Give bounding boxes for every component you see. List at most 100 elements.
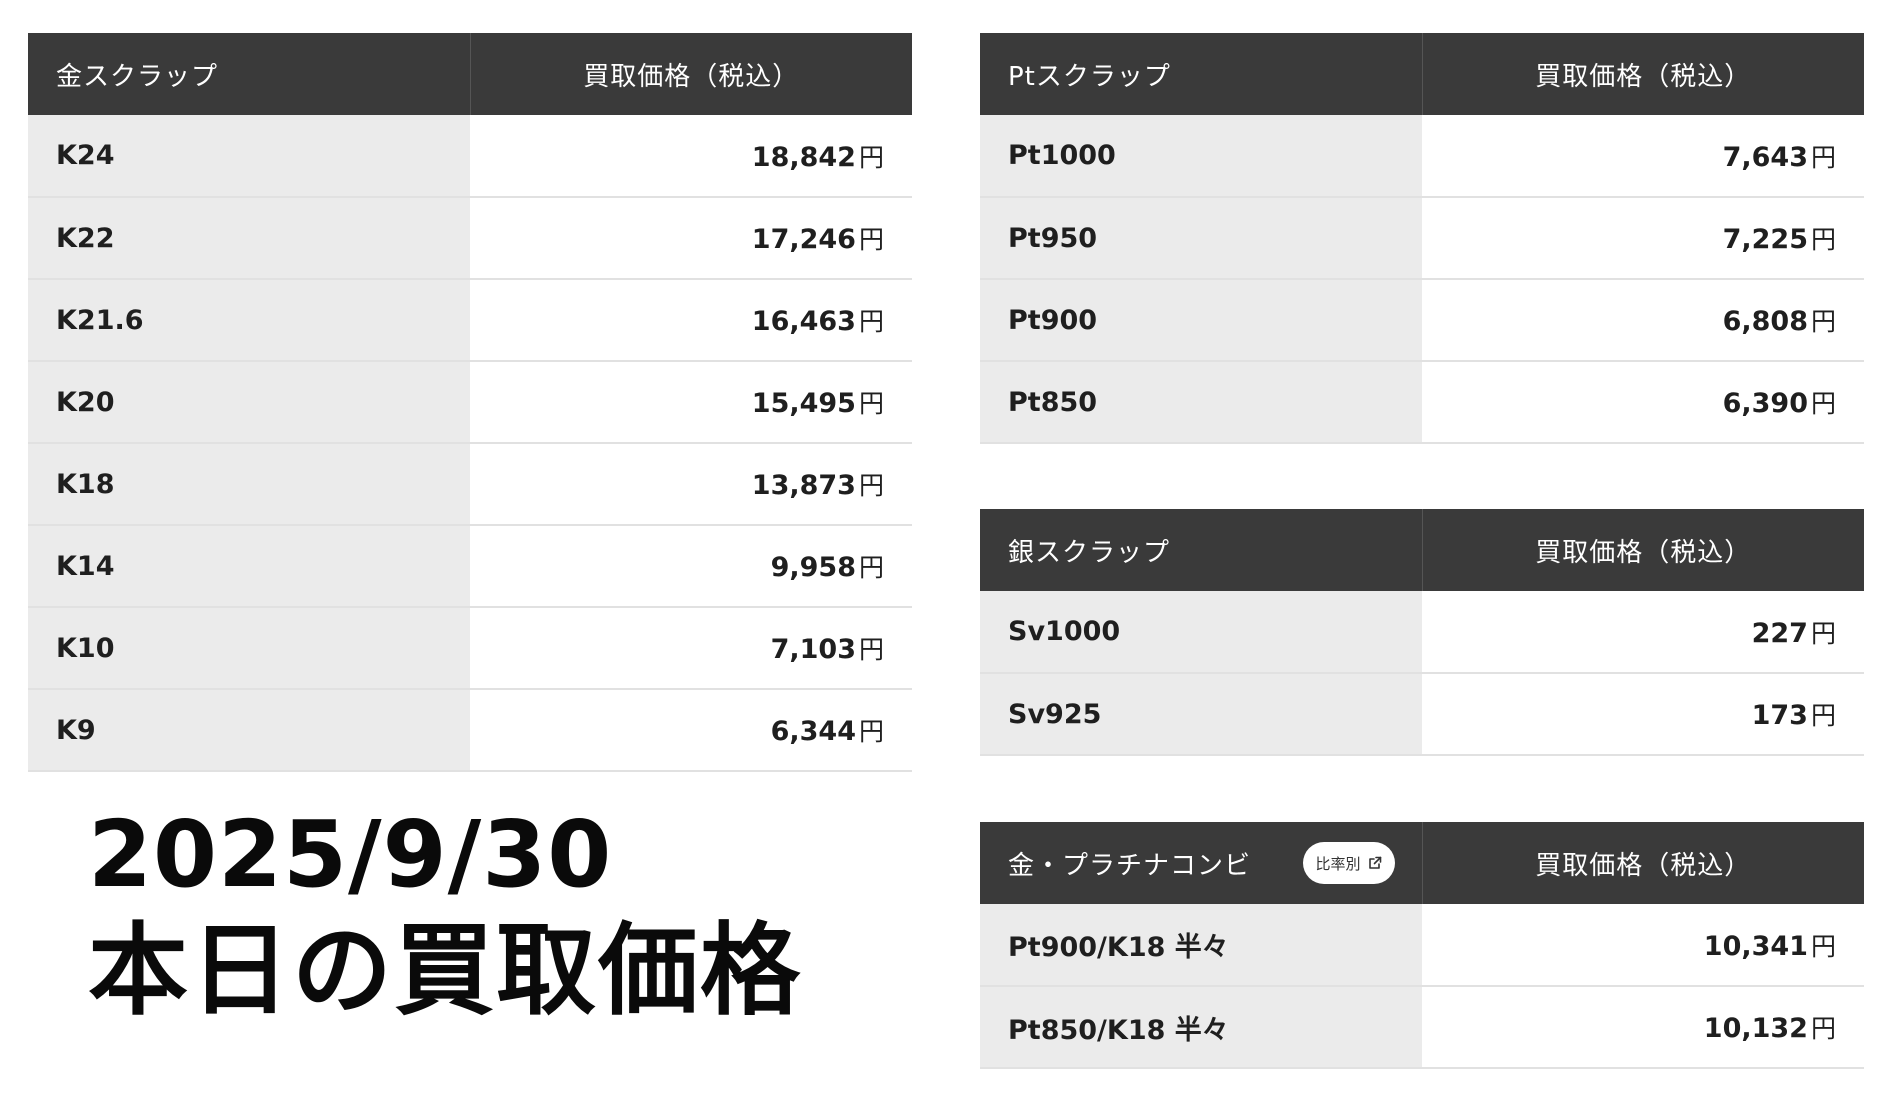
- item-price-cell: 10,341 円: [1422, 904, 1864, 987]
- table-row: Pt950 7,225 円: [980, 197, 1864, 280]
- item-name: Pt950: [980, 197, 1422, 280]
- platinum-header-name: Ptスクラップ: [980, 33, 1423, 115]
- headline-date: 2025/9/30: [88, 801, 613, 908]
- item-price: 17,246: [751, 224, 856, 255]
- combi-header-cell: 金・プラチナコンビ 比率別: [980, 822, 1423, 904]
- table-header-row: 銀スクラップ 買取価格（税込）: [980, 509, 1864, 591]
- yen-unit: 円: [858, 635, 884, 664]
- yen-unit: 円: [858, 307, 884, 336]
- item-name: Pt1000: [980, 115, 1422, 198]
- item-name: Pt900/K18 半々: [980, 904, 1422, 987]
- item-price-cell: 13,873 円: [470, 443, 912, 526]
- headline-title: 本日の買取価格: [88, 912, 802, 1029]
- item-name: K22: [28, 197, 470, 280]
- table-header-row: 金・プラチナコンビ 比率別 買取価格（税込）: [980, 822, 1864, 904]
- item-name: K10: [28, 607, 470, 690]
- table-row: Sv925 173 円: [980, 673, 1864, 756]
- item-price-cell: 17,246 円: [470, 197, 912, 280]
- item-price-cell: 10,132 円: [1422, 986, 1864, 1069]
- item-name: K21.6: [28, 279, 470, 362]
- item-price-cell: 6,390 円: [1422, 361, 1864, 444]
- platinum-header-price: 買取価格（税込）: [1422, 33, 1864, 115]
- gold-header-price: 買取価格（税込）: [470, 33, 912, 115]
- combi-header-name: 金・プラチナコンビ: [1008, 850, 1252, 881]
- table-row: Pt1000 7,643 円: [980, 115, 1864, 198]
- item-name: K24: [28, 115, 470, 198]
- yen-unit: 円: [1810, 931, 1836, 961]
- yen-unit: 円: [1810, 1014, 1836, 1043]
- yen-unit: 円: [858, 553, 884, 582]
- yen-unit: 円: [1810, 142, 1836, 172]
- table-row: K20 15,495 円: [28, 361, 912, 444]
- item-price: 6,390: [1722, 388, 1808, 419]
- item-price-cell: 6,808 円: [1422, 279, 1864, 362]
- yen-unit: 円: [1810, 389, 1836, 418]
- item-price-cell: 7,103 円: [470, 607, 912, 690]
- item-price: 15,495: [751, 388, 856, 419]
- yen-unit: 円: [1810, 225, 1836, 254]
- yen-unit: 円: [858, 717, 884, 746]
- silver-header-name: 銀スクラップ: [980, 509, 1423, 591]
- item-price-cell: 15,495 円: [470, 361, 912, 444]
- item-price: 6,344: [770, 716, 856, 747]
- yen-unit: 円: [858, 471, 884, 500]
- item-price: 6,808: [1722, 306, 1808, 337]
- item-price-cell: 6,344 円: [470, 689, 912, 772]
- ratio-link-button[interactable]: 比率別: [1303, 842, 1395, 884]
- item-price: 7,643: [1722, 141, 1808, 173]
- item-price: 7,103: [770, 634, 856, 665]
- item-price: 7,225: [1722, 224, 1808, 255]
- combi-header-price: 買取価格（税込）: [1422, 822, 1864, 904]
- item-name: Sv925: [980, 673, 1422, 756]
- item-name: K14: [28, 525, 470, 608]
- item-name: Pt900: [980, 279, 1422, 362]
- platinum-scrap-price-table: Ptスクラップ 買取価格（税込） Pt1000 7,643 円 Pt950 7,2…: [980, 33, 1864, 444]
- item-price: 10,132: [1703, 1013, 1808, 1044]
- item-price: 10,341: [1703, 930, 1808, 962]
- table-row: K18 13,873 円: [28, 443, 912, 526]
- item-price-cell: 16,463 円: [470, 279, 912, 362]
- item-name: K18: [28, 443, 470, 526]
- item-name: K9: [28, 689, 470, 772]
- item-name: Pt850/K18 半々: [980, 986, 1422, 1069]
- item-name: K20: [28, 361, 470, 444]
- table-row: K10 7,103 円: [28, 607, 912, 690]
- gold-header-name: 金スクラップ: [28, 33, 471, 115]
- table-row: K24 18,842 円: [28, 115, 912, 198]
- table-row: Pt850/K18 半々 10,132 円: [980, 986, 1864, 1069]
- item-price: 13,873: [751, 470, 856, 501]
- item-price: 16,463: [751, 306, 856, 337]
- table-row: Sv1000 227 円: [980, 591, 1864, 674]
- headline: 2025/9/30 本日の買取価格: [88, 805, 802, 1031]
- item-name: Sv1000: [980, 591, 1422, 674]
- yen-unit: 円: [1810, 618, 1836, 648]
- table-row: K14 9,958 円: [28, 525, 912, 608]
- table-row: Pt900/K18 半々 10,341 円: [980, 904, 1864, 987]
- item-price: 18,842: [751, 141, 856, 173]
- table-row: Pt850 6,390 円: [980, 361, 1864, 444]
- item-price-cell: 7,643 円: [1422, 115, 1864, 198]
- table-row: Pt900 6,808 円: [980, 279, 1864, 362]
- silver-header-price: 買取価格（税込）: [1422, 509, 1864, 591]
- item-price-cell: 18,842 円: [470, 115, 912, 198]
- yen-unit: 円: [858, 225, 884, 254]
- table-header-row: Ptスクラップ 買取価格（税込）: [980, 33, 1864, 115]
- item-price: 173: [1751, 700, 1808, 731]
- table-row: K22 17,246 円: [28, 197, 912, 280]
- item-name: Pt850: [980, 361, 1422, 444]
- item-price-cell: 7,225 円: [1422, 197, 1864, 280]
- table-header-row: 金スクラップ 買取価格（税込）: [28, 33, 912, 115]
- ratio-link-label: 比率別: [1315, 854, 1361, 873]
- item-price: 227: [1751, 617, 1808, 649]
- yen-unit: 円: [1810, 307, 1836, 336]
- gold-scrap-price-table: 金スクラップ 買取価格（税込） K24 18,842 円 K22 17,246 円 …: [28, 33, 912, 772]
- external-link-icon: [1368, 856, 1381, 869]
- silver-scrap-price-table: 銀スクラップ 買取価格（税込） Sv1000 227 円 Sv925 173 円: [980, 509, 1864, 756]
- item-price-cell: 227 円: [1422, 591, 1864, 674]
- item-price-cell: 9,958 円: [470, 525, 912, 608]
- gold-platinum-combi-price-table: 金・プラチナコンビ 比率別 買取価格（税込） Pt900/K18 半々 10,3…: [980, 822, 1864, 1069]
- table-row: K9 6,344 円: [28, 689, 912, 772]
- yen-unit: 円: [1810, 701, 1836, 730]
- table-row: K21.6 16,463 円: [28, 279, 912, 362]
- item-price-cell: 173 円: [1422, 673, 1864, 756]
